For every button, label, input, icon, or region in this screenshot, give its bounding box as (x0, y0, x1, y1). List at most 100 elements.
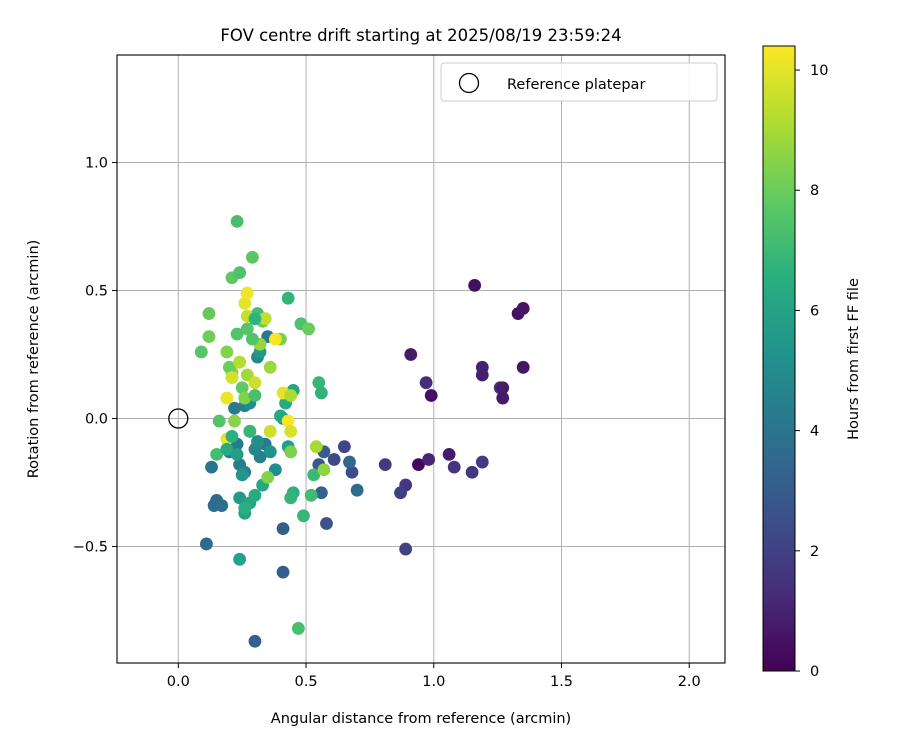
data-point (240, 322, 254, 336)
data-point (243, 424, 257, 438)
y-tick-label: 0.0 (85, 412, 108, 428)
legend: Reference platepar (440, 62, 718, 102)
data-point (233, 355, 247, 369)
data-point (225, 430, 239, 443)
data-point (200, 537, 213, 551)
data-point (327, 453, 341, 466)
data-point (251, 435, 264, 448)
data-point (378, 458, 392, 471)
data-point (233, 491, 247, 505)
data-point (276, 565, 290, 579)
data-point (205, 460, 218, 474)
data-point (263, 445, 277, 459)
data-point (263, 424, 277, 438)
data-point (202, 307, 216, 320)
x-tick-label: 0.5 (295, 674, 318, 690)
x-axis-ticks: 0.0 0.5 1.0 1.5 2.0 (167, 663, 701, 690)
data-point (248, 488, 262, 502)
data-point (447, 460, 461, 474)
colorbar-tick-label: 8 (810, 183, 819, 199)
data-point (235, 468, 249, 482)
chart-title: FOV centre drift starting at 2025/08/19 … (220, 26, 621, 45)
data-point (248, 389, 262, 402)
data-point (281, 414, 295, 428)
data-point (233, 552, 247, 566)
data-point (225, 371, 239, 384)
data-point (422, 453, 436, 466)
legend-box (440, 62, 718, 102)
data-point (516, 360, 530, 374)
data-point (442, 447, 456, 461)
data-point (281, 291, 295, 305)
colorbar-gradient (762, 45, 796, 672)
data-point (394, 486, 407, 500)
data-point (230, 215, 244, 228)
data-point (248, 376, 262, 390)
data-point (210, 447, 224, 461)
data-point (475, 368, 489, 382)
data-point (284, 389, 298, 402)
y-tick-label: 0.5 (85, 284, 108, 300)
x-tick-label: 1.0 (422, 674, 445, 690)
points-layer (194, 215, 530, 648)
colorbar: 0 2 4 6 8 10 Hours from first FF file (762, 45, 862, 680)
data-point (309, 440, 323, 454)
data-point (230, 327, 244, 341)
x-tick-label: 1.5 (550, 674, 573, 690)
data-point (228, 414, 241, 428)
colorbar-tick-label: 0 (810, 664, 819, 680)
data-point (284, 445, 298, 459)
legend-entry-reference: Reference platepar (507, 77, 645, 93)
data-point (496, 391, 510, 405)
data-point (238, 391, 252, 405)
data-point (238, 296, 252, 310)
data-point (314, 386, 328, 400)
data-point (284, 424, 298, 438)
data-point (284, 491, 298, 505)
data-point (220, 391, 234, 405)
data-point (516, 302, 530, 315)
data-point (202, 330, 216, 343)
reference-point-marker (168, 408, 189, 429)
grid (117, 55, 725, 663)
colorbar-tick-label: 10 (810, 63, 828, 79)
data-point (496, 381, 510, 395)
data-point (317, 463, 331, 477)
data-point (419, 376, 433, 390)
data-point (194, 345, 208, 359)
y-axis-label: Rotation from reference (arcmin) (26, 240, 42, 479)
data-point (220, 345, 234, 359)
x-axis-label: Angular distance from reference (arcmin) (271, 711, 571, 727)
data-point (412, 458, 425, 471)
data-point (297, 509, 310, 523)
data-point (235, 381, 249, 395)
data-point (238, 501, 252, 515)
data-point (220, 442, 234, 456)
colorbar-tick-label: 6 (810, 303, 819, 319)
data-point (258, 312, 272, 326)
plot-frame (116, 54, 726, 664)
data-point (465, 465, 479, 479)
data-point (345, 465, 359, 479)
data-point (302, 322, 315, 336)
colorbar-label: Hours from first FF file (846, 278, 862, 440)
colorbar-tick-label: 2 (810, 544, 819, 560)
data-point (475, 455, 489, 469)
data-point (312, 376, 326, 390)
data-point (248, 312, 262, 326)
data-point (307, 468, 321, 482)
data-point (404, 348, 418, 361)
data-point (263, 360, 277, 374)
x-tick-label: 0.0 (167, 674, 190, 690)
data-point (350, 483, 364, 497)
data-point (424, 389, 438, 402)
data-point (261, 471, 275, 484)
data-point (223, 360, 236, 374)
data-point (233, 266, 247, 279)
data-point (468, 279, 482, 292)
data-point (276, 522, 290, 535)
data-point (245, 332, 259, 346)
legend-marker-icon (458, 72, 480, 94)
colorbar-ticks: 0 2 4 6 8 10 (795, 63, 828, 680)
